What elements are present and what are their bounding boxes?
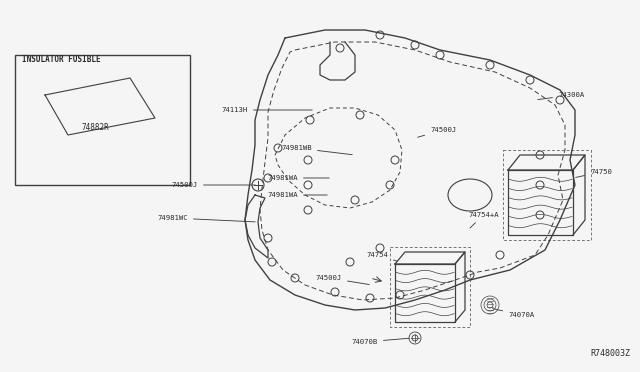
Bar	[15, 55, 190, 185]
Text: 74070B: 74070B	[352, 338, 409, 345]
Text: 74500J: 74500J	[172, 182, 255, 188]
Text: 74981WA: 74981WA	[268, 192, 327, 198]
Text: 74500J: 74500J	[316, 275, 369, 285]
Text: 74981WC: 74981WC	[157, 215, 255, 222]
Text: 74500J: 74500J	[418, 127, 456, 137]
Text: INSULATOR FUSIBLE: INSULATOR FUSIBLE	[22, 55, 100, 64]
Text: 74981WB: 74981WB	[282, 145, 352, 155]
Text: 74300A: 74300A	[538, 92, 584, 100]
Text: 74113H: 74113H	[221, 107, 312, 113]
Text: 74750: 74750	[576, 169, 612, 177]
Text: 74070A: 74070A	[493, 309, 534, 318]
Text: 74981WA: 74981WA	[268, 175, 329, 181]
Text: 74882R: 74882R	[81, 123, 109, 132]
Text: 74754+A: 74754+A	[468, 212, 499, 228]
Text: R748003Z: R748003Z	[590, 349, 630, 358]
Text: 74754: 74754	[366, 252, 397, 261]
